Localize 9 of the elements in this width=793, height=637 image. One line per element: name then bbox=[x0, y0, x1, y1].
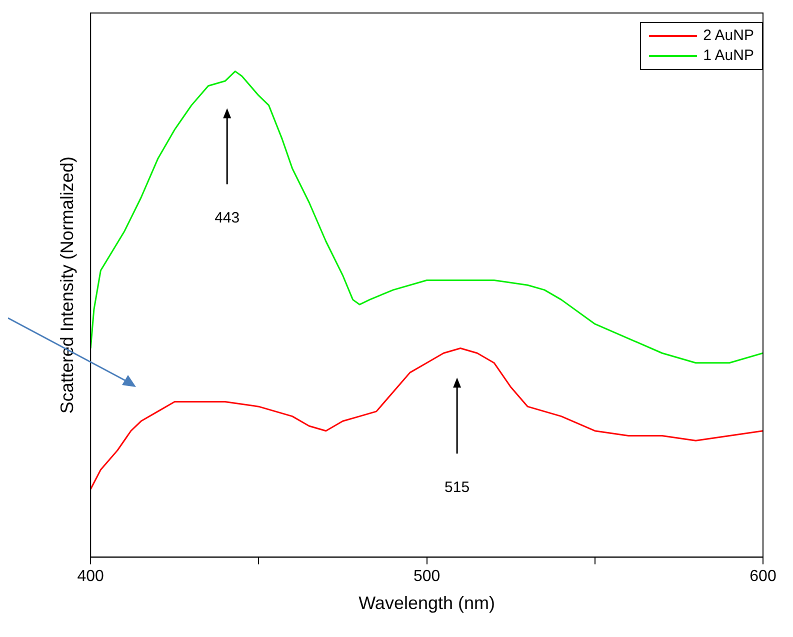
y-axis-title: Scattered Intensity (Normalized) bbox=[56, 156, 77, 414]
x-axis-title: Wavelength (nm) bbox=[358, 593, 495, 614]
legend-label: 1 AuNP bbox=[703, 46, 754, 66]
x-tick-label: 600 bbox=[750, 568, 776, 586]
x-tick-label: 400 bbox=[77, 568, 104, 586]
annotation: 443 bbox=[214, 209, 240, 226]
x-tick-label: 500 bbox=[413, 568, 440, 586]
annotation: 515 bbox=[444, 478, 470, 496]
legend-label: 2 AuNP bbox=[703, 26, 754, 46]
